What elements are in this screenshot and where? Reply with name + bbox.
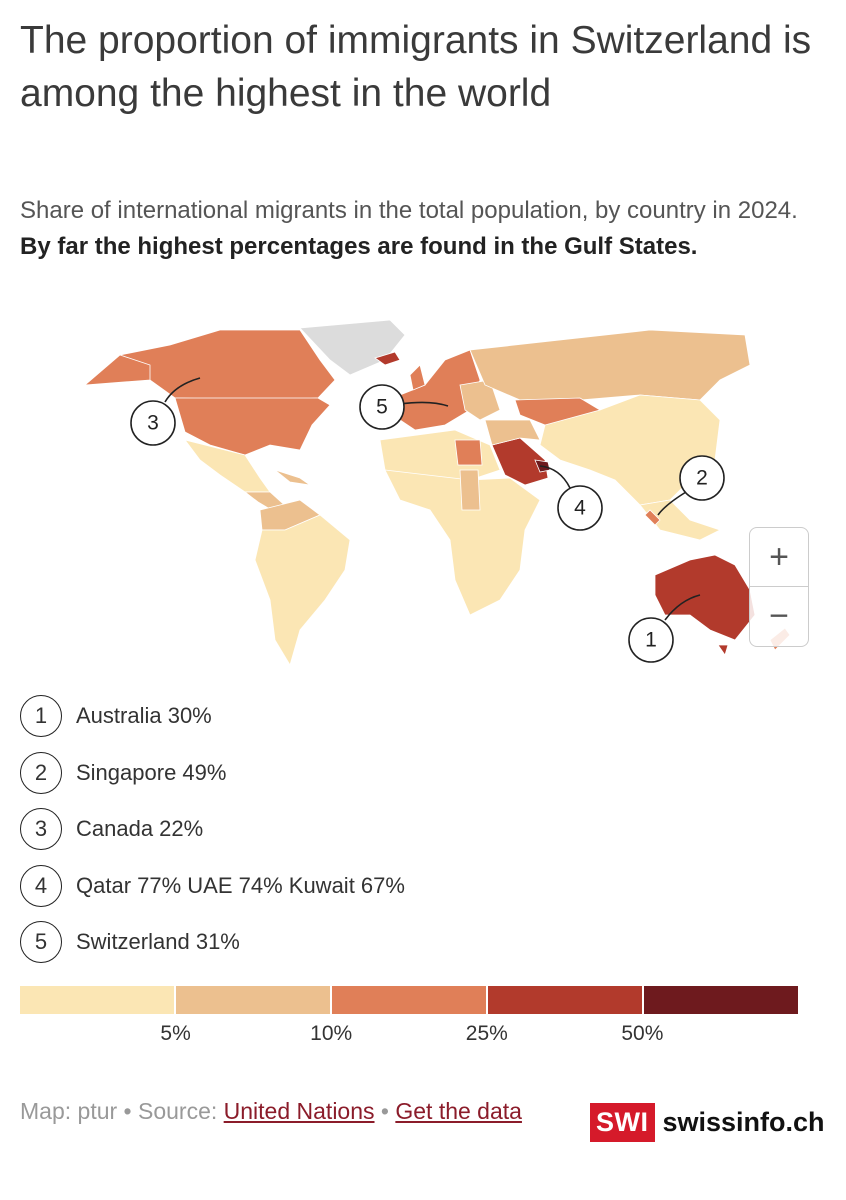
annotation: 3 Canada 22% — [20, 807, 203, 851]
annotation-text: Australia 30% — [76, 703, 212, 728]
annotation-text: Singapore 49% — [76, 759, 227, 785]
middle-east — [484, 419, 541, 446]
map-marker: 5 — [359, 384, 405, 430]
marker-label: 2 — [696, 467, 708, 490]
scale-label: 25% — [465, 1022, 508, 1045]
subtitle: Share of international migrants in the t… — [20, 193, 820, 265]
marker-label: 1 — [645, 629, 657, 652]
scale-bin — [20, 986, 174, 1014]
annotation-number: 5 — [20, 921, 62, 963]
annotation: 1 Australia 30% — [20, 694, 212, 738]
map-marker: 1 — [628, 617, 674, 663]
logo-site: swissinfo.ch — [662, 1107, 825, 1137]
southeast-asia — [639, 499, 722, 541]
alaska — [83, 354, 151, 386]
scale-bin — [644, 986, 798, 1014]
annotation: 5 Switzerland 31% — [20, 920, 240, 964]
world-map: 1 2 3 4 5 — [83, 319, 791, 666]
subtitle-emphasis: By far the highest percentages are found… — [20, 233, 698, 260]
logo: SWI swissinfo.ch — [590, 1103, 825, 1142]
annotation-number: 1 — [20, 695, 62, 737]
annotation: 2 Singapore 49% — [20, 751, 226, 795]
zoom-in-button[interactable]: + — [749, 527, 809, 587]
marker-label: 4 — [574, 497, 586, 520]
marker-label: 3 — [147, 412, 159, 435]
marker-leader — [399, 401, 449, 407]
scale-label: 5% — [160, 1022, 191, 1045]
annotation-number: 4 — [20, 864, 62, 907]
map-marker: 2 — [679, 455, 725, 501]
map-marker: 4 — [557, 485, 603, 531]
map-marker: 3 — [130, 400, 176, 446]
south-america — [254, 514, 351, 666]
marker-leader — [657, 491, 687, 516]
zoom-out-button[interactable]: − — [749, 587, 809, 647]
annotation-text: Qatar 77% UAE 74% Kuwait 67% — [76, 872, 405, 898]
usa — [174, 397, 331, 456]
subtitle-text: Share of international migrants in the t… — [20, 197, 798, 224]
logo-brand: SWI — [590, 1103, 655, 1142]
libya — [454, 439, 483, 466]
annotation-number: 3 — [20, 808, 62, 850]
tasmania — [717, 644, 729, 656]
uk — [409, 364, 426, 391]
marker-leader — [539, 465, 571, 489]
title: The proportion of immigrants in Switzerl… — [20, 19, 812, 115]
credit: Map: ptur — [20, 1098, 118, 1124]
separator: • — [380, 1098, 389, 1124]
source-link[interactable]: United Nations — [223, 1098, 375, 1124]
asia — [539, 394, 721, 506]
annotation: 4 Qatar 77% UAE 74% Kuwait 67% — [20, 864, 405, 908]
data-link[interactable]: Get the data — [395, 1098, 522, 1124]
scale-label: 50% — [621, 1022, 664, 1045]
annotation-text: Switzerland 31% — [76, 929, 240, 954]
caribbean — [274, 469, 311, 486]
annotation-text: Canada 22% — [76, 816, 204, 841]
singapore-region — [644, 509, 661, 526]
footer: Map: ptur • Source: United Nations • Get… — [20, 1092, 560, 1130]
annotation-number: 2 — [20, 751, 62, 794]
africa-central — [459, 469, 481, 511]
marker-leader — [664, 594, 701, 621]
marker-leader — [164, 377, 201, 403]
scale-bin — [332, 986, 486, 1014]
scale-bin — [488, 986, 642, 1014]
australia — [654, 554, 756, 641]
source-label: Source: — [138, 1098, 218, 1124]
scale-bin — [176, 986, 330, 1014]
russia — [469, 329, 751, 401]
color-scale — [20, 986, 798, 1014]
separator: • — [123, 1098, 132, 1124]
africa — [384, 469, 541, 616]
marker-label: 5 — [376, 396, 388, 419]
iceland — [374, 351, 401, 366]
scale-label: 10% — [310, 1022, 353, 1045]
